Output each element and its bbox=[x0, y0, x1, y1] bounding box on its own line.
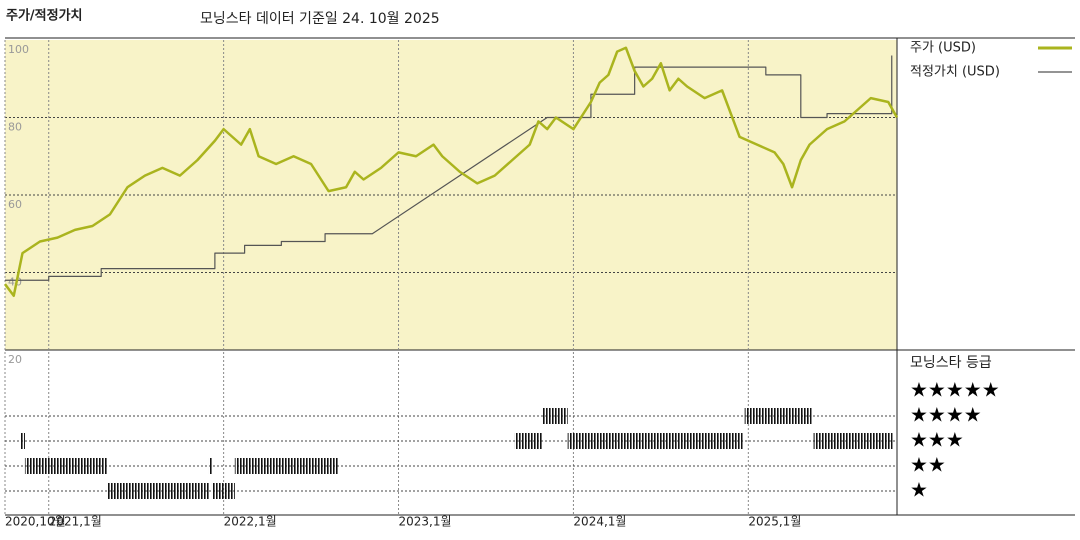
y-tick-label: 100 bbox=[8, 43, 29, 56]
x-tick-label: 2020,10월 bbox=[5, 515, 66, 529]
rating-bar bbox=[208, 458, 212, 474]
y-tick-label: 20 bbox=[8, 353, 22, 366]
rating-bar bbox=[744, 408, 812, 424]
y-tick-label: 80 bbox=[8, 121, 22, 134]
rating-bar bbox=[542, 408, 568, 424]
rating-bar bbox=[211, 483, 235, 499]
rating-bar bbox=[514, 433, 543, 449]
series-line bbox=[4, 46, 899, 297]
rating-bar bbox=[567, 433, 743, 449]
legend-label: 적정가치 (USD) bbox=[910, 65, 1000, 80]
rating-label: ★★★ bbox=[910, 428, 964, 452]
series-line bbox=[5, 55, 893, 281]
rating-bar bbox=[106, 483, 209, 499]
x-tick-label: 2023,1월 bbox=[399, 515, 452, 529]
x-tick-label: 2024,1월 bbox=[573, 515, 626, 529]
rating-bar bbox=[234, 458, 338, 474]
rating-bar bbox=[20, 433, 25, 449]
x-tick-label: 2021,1월 bbox=[49, 515, 102, 529]
chart-subtitle: 모닝스타 데이터 기준일 24. 10월 2025 bbox=[200, 11, 440, 27]
rating-bar bbox=[24, 458, 107, 474]
y-tick-label: 60 bbox=[8, 198, 22, 211]
legend-label: 주가 (USD) bbox=[910, 41, 976, 56]
rating-label: ★ bbox=[910, 478, 928, 502]
rating-label: ★★★★★ bbox=[910, 378, 1000, 402]
chart-title: 주가/적정가치 bbox=[6, 8, 83, 24]
x-tick-label: 2022,1월 bbox=[224, 515, 277, 529]
x-tick-label: 2025,1월 bbox=[748, 515, 801, 529]
rating-title: 모닝스타 등급 bbox=[910, 355, 992, 371]
rating-bar bbox=[813, 433, 893, 449]
rating-label: ★★ bbox=[910, 453, 946, 477]
rating-label: ★★★★ bbox=[910, 403, 982, 427]
